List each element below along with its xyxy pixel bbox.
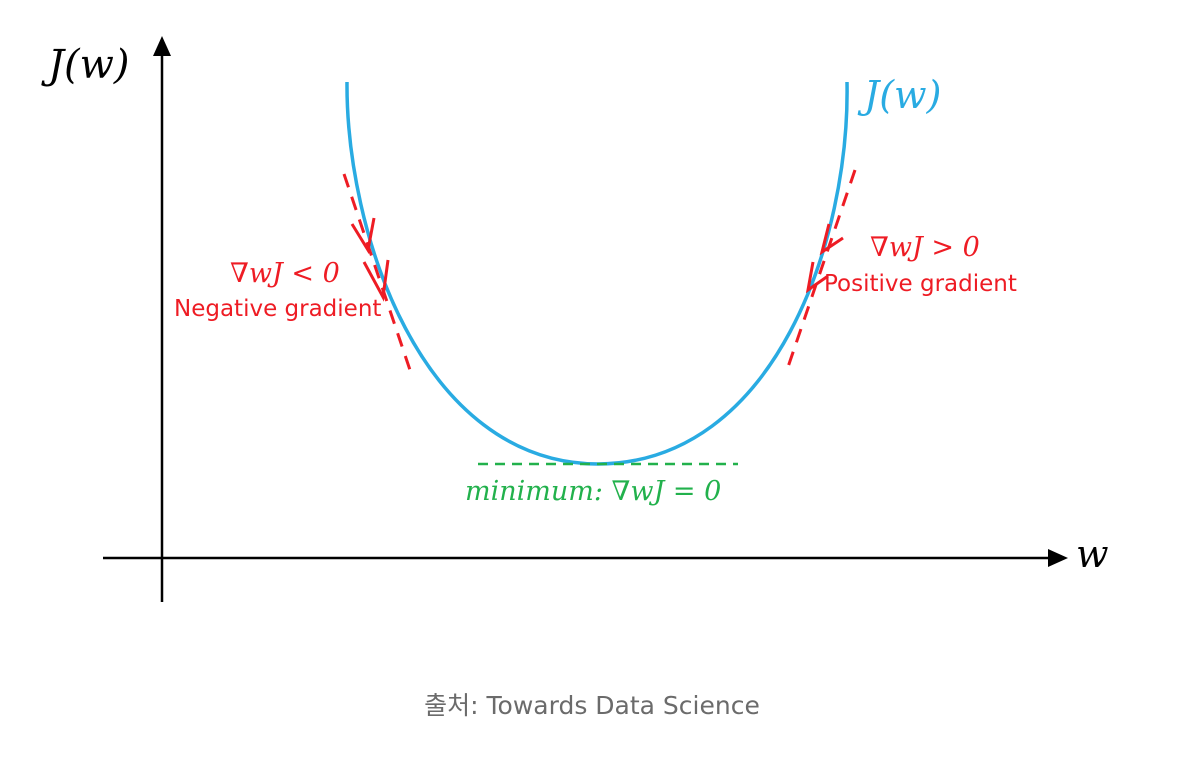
negative-gradient-arrow-lower — [362, 259, 390, 302]
positive-tangent-line — [785, 169, 857, 371]
x-axis-label: w — [1076, 532, 1109, 576]
negative-tangent-line — [342, 173, 412, 371]
negative-gradient-formula: ∇wJ < 0 — [230, 258, 340, 289]
x-axis-arrow — [1048, 549, 1068, 567]
y-axis-arrow — [153, 36, 171, 56]
minimum-label-word: minimum — [465, 476, 594, 507]
negative-gradient-arrow-upper — [350, 217, 376, 255]
positive-gradient-arrow-upper — [819, 223, 844, 256]
cost-curve — [345, 81, 849, 466]
positive-gradient-arrow-lower — [805, 261, 829, 294]
minimum-label: minimum: ∇wJ = 0 — [465, 476, 721, 507]
positive-gradient-formula: ∇wJ > 0 — [870, 232, 980, 263]
positive-gradient-label: Positive gradient — [824, 271, 1017, 297]
y-axis-label: J(w) — [41, 42, 129, 88]
source-caption: 출처: Towards Data Science — [424, 691, 760, 720]
negative-gradient-label: Negative gradient — [174, 296, 381, 322]
curve-label: J(w) — [857, 73, 941, 117]
minimum-label-formula: : ∇wJ = 0 — [594, 476, 721, 507]
